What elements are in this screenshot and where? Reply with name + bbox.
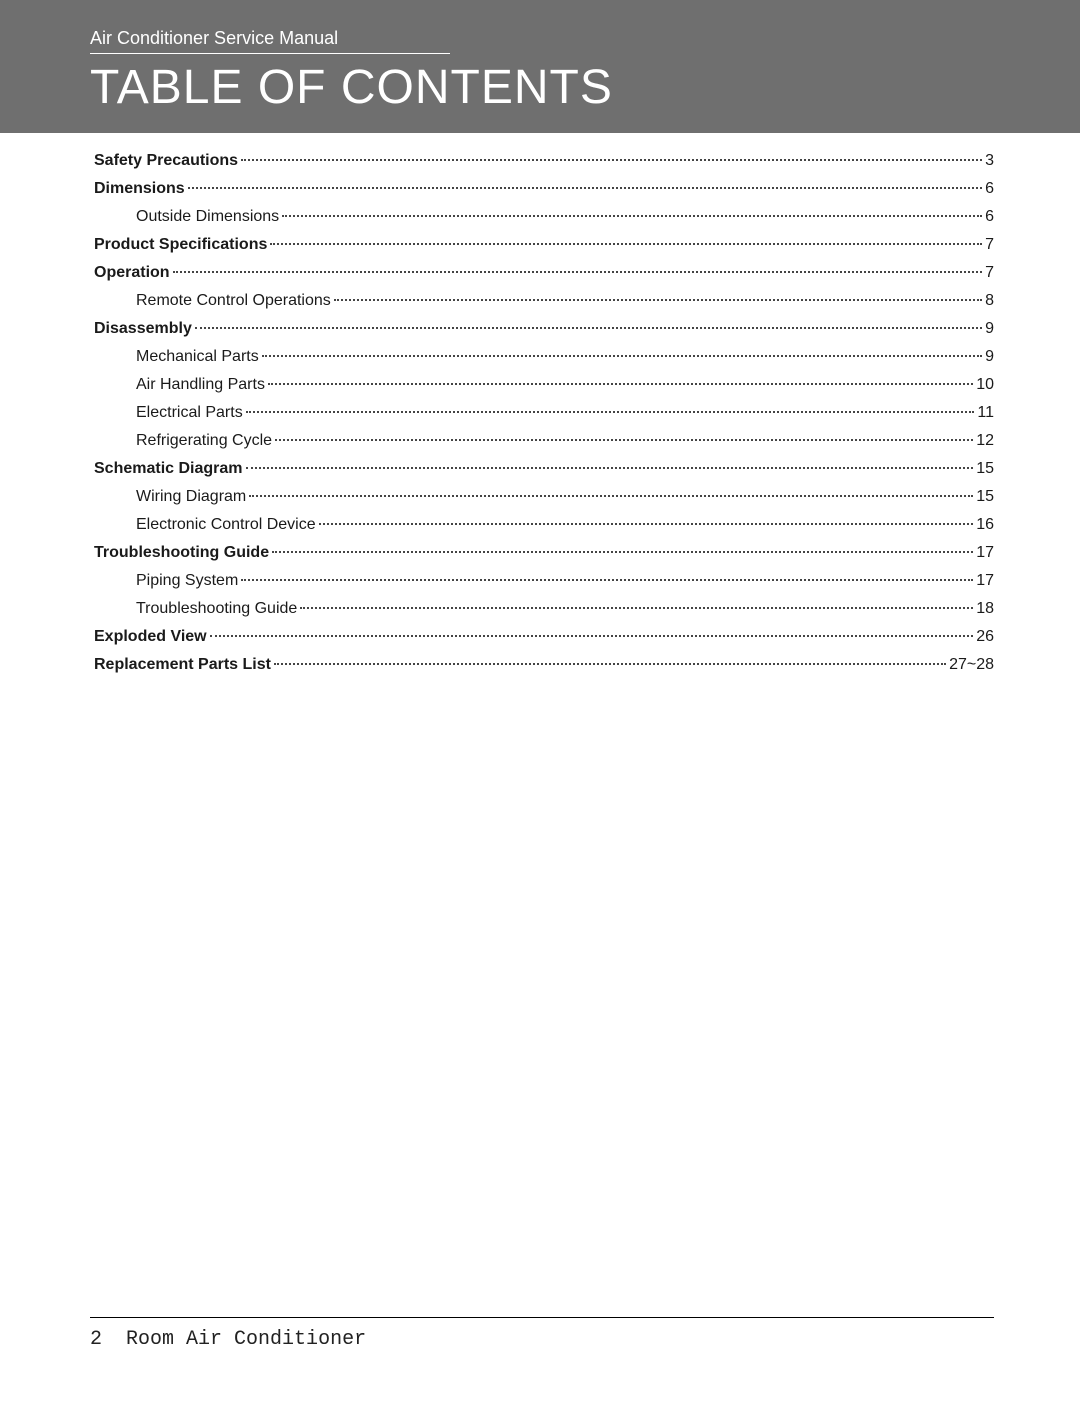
toc-leader-dots — [274, 663, 946, 665]
toc-entry-page: 6 — [985, 203, 994, 231]
toc-entry-page: 6 — [985, 175, 994, 203]
toc-entry-label: Disassembly — [94, 315, 192, 343]
footer-doc-title: Room Air Conditioner — [126, 1328, 366, 1351]
toc-entry[interactable]: Product Specifications 7 — [94, 231, 994, 259]
toc-entry-label: Remote Control Operations — [94, 287, 331, 315]
toc-entry-label: Piping System — [94, 567, 238, 595]
toc-entry[interactable]: Mechanical Parts 9 — [94, 343, 994, 371]
toc-entry-page: 10 — [976, 371, 994, 399]
table-of-contents: Safety Precautions3Dimensions6Outside Di… — [0, 133, 1080, 679]
header-subtitle: Air Conditioner Service Manual — [90, 28, 450, 54]
toc-leader-dots — [270, 243, 982, 245]
toc-leader-dots — [300, 607, 973, 609]
toc-entry-page: 8 — [985, 287, 994, 315]
toc-entry[interactable]: Dimensions 6 — [94, 175, 994, 203]
toc-leader-dots — [282, 215, 982, 217]
toc-entry[interactable]: Piping System 17 — [94, 567, 994, 595]
toc-leader-dots — [268, 383, 973, 385]
toc-entry[interactable]: Disassembly 9 — [94, 315, 994, 343]
toc-entry-page: 16 — [976, 511, 994, 539]
toc-entry-label: Wiring Diagram — [94, 483, 246, 511]
toc-entry-label: Electrical Parts — [94, 399, 243, 427]
toc-leader-dots — [246, 467, 974, 469]
toc-entry-label: Operation — [94, 259, 170, 287]
toc-entry[interactable]: Replacement Parts List 27~28 — [94, 651, 994, 679]
toc-entry-page: 17 — [976, 567, 994, 595]
toc-entry-page: 15 — [976, 455, 994, 483]
toc-leader-dots — [241, 579, 973, 581]
toc-entry-page: 9 — [985, 343, 994, 371]
toc-leader-dots — [275, 439, 973, 441]
toc-entry-page: 7 — [985, 259, 994, 287]
toc-entry[interactable]: Schematic Diagram 15 — [94, 455, 994, 483]
toc-leader-dots — [210, 635, 974, 637]
toc-entry-label: Schematic Diagram — [94, 455, 243, 483]
toc-leader-dots — [319, 523, 974, 525]
page-footer: 2 Room Air Conditioner — [90, 1317, 994, 1351]
toc-leader-dots — [195, 327, 982, 329]
toc-entry-label: Outside Dimensions — [94, 203, 279, 231]
toc-entry-page: 26 — [976, 623, 994, 651]
toc-leader-dots — [188, 187, 982, 189]
header-title: TABLE OF CONTENTS — [90, 60, 1080, 115]
toc-entry[interactable]: Operation 7 — [94, 259, 994, 287]
toc-entry-page: 17 — [976, 539, 994, 567]
toc-entry-page: 15 — [976, 483, 994, 511]
toc-entry-label: Refrigerating Cycle — [94, 427, 272, 455]
toc-entry-label: Safety Precautions — [94, 147, 238, 175]
toc-entry-label: Air Handling Parts — [94, 371, 265, 399]
toc-entry[interactable]: Troubleshooting Guide 18 — [94, 595, 994, 623]
toc-leader-dots — [246, 411, 975, 413]
toc-leader-dots — [334, 299, 982, 301]
toc-entry[interactable]: Troubleshooting Guide 17 — [94, 539, 994, 567]
toc-leader-dots — [241, 159, 982, 161]
toc-entry-page: 7 — [985, 231, 994, 259]
toc-entry-label: Electronic Control Device — [94, 511, 316, 539]
toc-entry-page: 27~28 — [949, 651, 994, 679]
toc-entry-label: Mechanical Parts — [94, 343, 259, 371]
toc-entry-label: Replacement Parts List — [94, 651, 271, 679]
toc-leader-dots — [272, 551, 973, 553]
toc-leader-dots — [173, 271, 983, 273]
toc-entry-page: 3 — [985, 147, 994, 175]
toc-entry-label: Product Specifications — [94, 231, 267, 259]
toc-entry-label: Troubleshooting Guide — [94, 595, 297, 623]
toc-entry-page: 12 — [976, 427, 994, 455]
toc-entry[interactable]: Refrigerating Cycle 12 — [94, 427, 994, 455]
toc-entry[interactable]: Air Handling Parts 10 — [94, 371, 994, 399]
toc-entry[interactable]: Electrical Parts 11 — [94, 399, 994, 427]
toc-entry[interactable]: Electronic Control Device 16 — [94, 511, 994, 539]
header-band: Air Conditioner Service Manual TABLE OF … — [0, 0, 1080, 133]
toc-entry-label: Troubleshooting Guide — [94, 539, 269, 567]
toc-entry-page: 18 — [976, 595, 994, 623]
footer-page-number: 2 — [90, 1328, 102, 1351]
toc-leader-dots — [249, 495, 973, 497]
toc-entry-page: 11 — [977, 399, 994, 427]
toc-entry[interactable]: Remote Control Operations 8 — [94, 287, 994, 315]
toc-entry[interactable]: Wiring Diagram 15 — [94, 483, 994, 511]
toc-entry[interactable]: Safety Precautions 3 — [94, 147, 994, 175]
toc-entry-label: Dimensions — [94, 175, 185, 203]
toc-entry[interactable]: Outside Dimensions 6 — [94, 203, 994, 231]
toc-entry-page: 9 — [985, 315, 994, 343]
toc-leader-dots — [262, 355, 982, 357]
toc-entry-label: Exploded View — [94, 623, 207, 651]
toc-entry[interactable]: Exploded View 26 — [94, 623, 994, 651]
